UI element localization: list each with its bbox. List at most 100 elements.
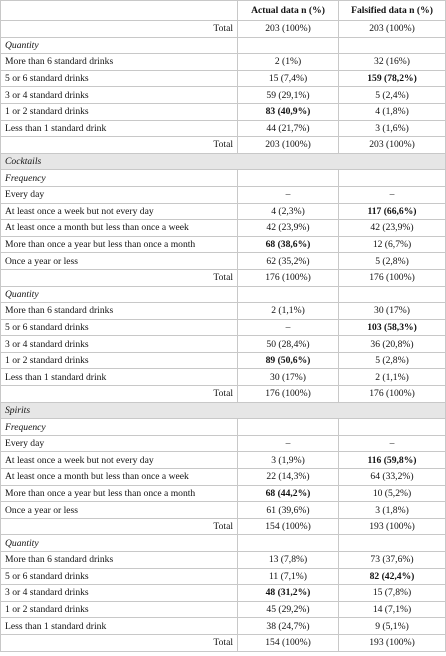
section-row: Cocktails <box>0 152 446 171</box>
column-header: Falsified data n (%) <box>338 0 446 21</box>
data-row: 3 or 4 standard drinks 50 (28,4%) 36 (20,8… <box>0 335 446 353</box>
row-label: Every day <box>0 434 238 453</box>
empty-cell <box>237 418 339 436</box>
row-label: Total <box>0 633 238 652</box>
subheading-row: Quantity <box>0 534 446 552</box>
falsified-cell: 32 (16%) <box>338 53 446 71</box>
falsified-cell: 176 (100%) <box>338 385 446 403</box>
data-row: More than 6 standard drinks 2 (1,1%) 30 (1… <box>0 302 446 320</box>
data-row: Every day – – <box>0 434 446 453</box>
row-label: At least once a week but not every day <box>0 202 238 221</box>
subheading-row: Quantity <box>0 36 446 55</box>
data-row: Total 203 (100%) 203 (100%) <box>0 20 446 38</box>
falsified-cell: 36 (20,8%) <box>338 335 446 353</box>
row-label: 3 or 4 standard drinks <box>0 335 238 353</box>
falsified-cell: 14 (7,1%) <box>338 600 446 619</box>
row-label: More than 6 standard drinks <box>0 551 238 569</box>
actual-cell: 176 (100%) <box>237 268 339 287</box>
falsified-cell: 15 (7,8%) <box>338 584 446 602</box>
subheading: Quantity <box>0 285 238 304</box>
data-row: Every day – – <box>0 185 446 204</box>
actual-cell: 203 (100%) <box>237 136 339 154</box>
row-label: 3 or 4 standard drinks <box>0 86 238 104</box>
falsified-cell: – <box>338 185 446 204</box>
row-label: Total <box>0 20 238 38</box>
data-row: 3 or 4 standard drinks 48 (31,2%) 15 (7,8%… <box>0 584 446 602</box>
data-row: 1 or 2 standard drinks 83 (40,9%) 4 (1,8%) <box>0 102 446 121</box>
actual-cell: 3 (1,9%) <box>237 451 339 470</box>
actual-cell: 59 (29,1%) <box>237 86 339 104</box>
falsified-cell: 4 (1,8%) <box>338 102 446 121</box>
empty-cell <box>338 36 446 55</box>
data-row: At least once a month but less than once… <box>0 219 446 237</box>
actual-cell: 11 (7,1%) <box>237 567 339 586</box>
data-row: 1 or 2 standard drinks 89 (50,6%) 5 (2,8%) <box>0 351 446 370</box>
falsified-cell: 193 (100%) <box>338 633 446 652</box>
actual-cell: 15 (7,4%) <box>237 69 339 88</box>
data-row: At least once a week but not every day 4 … <box>0 202 446 221</box>
actual-cell: 42 (23,9%) <box>237 219 339 237</box>
row-label: Once a year or less <box>0 252 238 270</box>
empty-cell <box>338 534 446 552</box>
actual-cell: 4 (2,3%) <box>237 202 339 221</box>
falsified-cell: 203 (100%) <box>338 136 446 154</box>
row-label: More than 6 standard drinks <box>0 53 238 71</box>
falsified-cell: 117 (66,6%) <box>338 202 446 221</box>
empty-cell <box>338 418 446 436</box>
actual-cell: 176 (100%) <box>237 385 339 403</box>
header-row: Actual data n (%) Falsified data n (%) <box>0 0 446 21</box>
actual-cell: 2 (1%) <box>237 53 339 71</box>
falsified-cell: 2 (1,1%) <box>338 368 446 387</box>
data-row: Total 176 (100%) 176 (100%) <box>0 268 446 287</box>
row-label: 1 or 2 standard drinks <box>0 600 238 619</box>
empty-cell <box>237 534 339 552</box>
falsified-cell: 5 (2,4%) <box>338 86 446 104</box>
section-row: Spirits <box>0 401 446 420</box>
falsified-cell: 5 (2,8%) <box>338 351 446 370</box>
row-label: Less than 1 standard drink <box>0 617 238 635</box>
row-label: Every day <box>0 185 238 204</box>
row-label: More than once a year but less than once… <box>0 484 238 503</box>
actual-cell: 83 (40,9%) <box>237 102 339 121</box>
blank-header <box>0 0 238 21</box>
subheading: Quantity <box>0 534 238 552</box>
section-title: Spirits <box>0 401 446 420</box>
subheading: Frequency <box>0 169 238 187</box>
data-row: Less than 1 standard drink 38 (24,7%) 9 (5… <box>0 617 446 635</box>
falsified-cell: 103 (58,3%) <box>338 318 446 337</box>
row-label: 5 or 6 standard drinks <box>0 69 238 88</box>
actual-cell: 50 (28,4%) <box>237 335 339 353</box>
actual-cell: 48 (31,2%) <box>237 584 339 602</box>
row-label: At least once a month but less than once… <box>0 468 238 486</box>
row-label: At least once a week but not every day <box>0 451 238 470</box>
row-label: 1 or 2 standard drinks <box>0 102 238 121</box>
falsified-cell: 193 (100%) <box>338 517 446 536</box>
actual-cell: – <box>237 185 339 204</box>
actual-cell: 68 (38,6%) <box>237 235 339 254</box>
data-row: 3 or 4 standard drinks 59 (29,1%) 5 (2,4%) <box>0 86 446 104</box>
row-label: Less than 1 standard drink <box>0 368 238 387</box>
actual-cell: 68 (44,2%) <box>237 484 339 503</box>
subheading-row: Frequency <box>0 418 446 436</box>
row-label: Total <box>0 136 238 154</box>
falsified-cell: 203 (100%) <box>338 20 446 38</box>
section-title: Cocktails <box>0 152 446 171</box>
subheading: Quantity <box>0 36 238 55</box>
subheading-row: Frequency <box>0 169 446 187</box>
data-row: Total 203 (100%) 203 (100%) <box>0 136 446 154</box>
falsified-cell: 159 (78,2%) <box>338 69 446 88</box>
falsified-cell: 64 (33,2%) <box>338 468 446 486</box>
row-label: More than once a year but less than once… <box>0 235 238 254</box>
empty-cell <box>338 285 446 304</box>
falsified-cell: 10 (5,2%) <box>338 484 446 503</box>
actual-cell: 30 (17%) <box>237 368 339 387</box>
empty-cell <box>237 36 339 55</box>
actual-cell: – <box>237 434 339 453</box>
data-row: 5 or 6 standard drinks –103 (58,3%) <box>0 318 446 337</box>
falsified-cell: 9 (5,1%) <box>338 617 446 635</box>
actual-cell: – <box>237 318 339 337</box>
falsified-cell: – <box>338 434 446 453</box>
falsified-cell: 3 (1,6%) <box>338 119 446 138</box>
row-label: Total <box>0 385 238 403</box>
